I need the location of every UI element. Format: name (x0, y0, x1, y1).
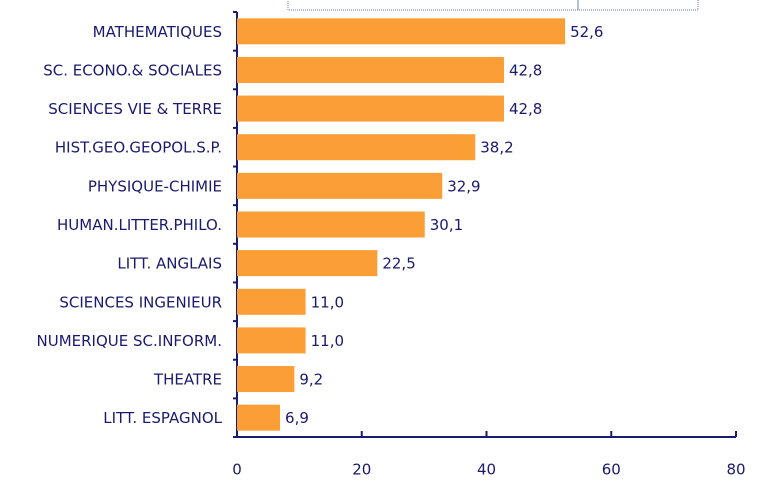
value-label: 9,2 (299, 371, 323, 389)
bar (237, 366, 295, 393)
y-tick-label: LITT. ANGLAIS (117, 255, 222, 273)
y-tick-label: HUMAN.LITTER.PHILO. (57, 216, 222, 234)
bar (237, 250, 378, 277)
value-label: 11,0 (311, 293, 344, 311)
bar (237, 404, 281, 431)
y-tick-label: HIST.GEO.GEOPOL.S.P. (55, 139, 222, 157)
y-tick-label: NUMERIQUE SC.INFORM. (37, 332, 222, 350)
value-label: 38,2 (480, 139, 513, 157)
value-label: 32,9 (447, 177, 480, 195)
y-tick-label: THEATRE (153, 371, 222, 389)
value-label: 42,8 (509, 61, 542, 79)
bar (237, 134, 476, 161)
x-tick-label: 0 (232, 461, 242, 479)
y-tick-label: LITT. ESPAGNOL (103, 409, 222, 427)
bar (237, 18, 566, 45)
value-label: 30,1 (430, 216, 463, 234)
y-tick-label: SCIENCES INGENIEUR (59, 293, 222, 311)
value-label: 11,0 (311, 332, 344, 350)
y-tick-label: SCIENCES VIE & TERRE (48, 100, 222, 118)
bar (237, 211, 425, 238)
x-tick-label: 40 (477, 461, 496, 479)
bar (237, 56, 504, 83)
y-tick-label: SC. ECONO.& SOCIALES (43, 61, 222, 79)
x-tick-label: 80 (726, 461, 745, 479)
bar (237, 288, 306, 315)
x-tick-label: 60 (602, 461, 621, 479)
bar (237, 95, 504, 122)
bar (237, 327, 306, 354)
legend-box (287, 0, 699, 11)
value-label: 22,5 (382, 255, 415, 273)
value-label: 52,6 (570, 23, 603, 41)
bar (237, 172, 443, 199)
value-label: 42,8 (509, 100, 542, 118)
value-label: 6,9 (285, 409, 309, 427)
x-tick-label: 20 (352, 461, 371, 479)
y-tick-label: MATHEMATIQUES (93, 23, 222, 41)
y-tick-label: PHYSIQUE-CHIMIE (88, 177, 222, 195)
